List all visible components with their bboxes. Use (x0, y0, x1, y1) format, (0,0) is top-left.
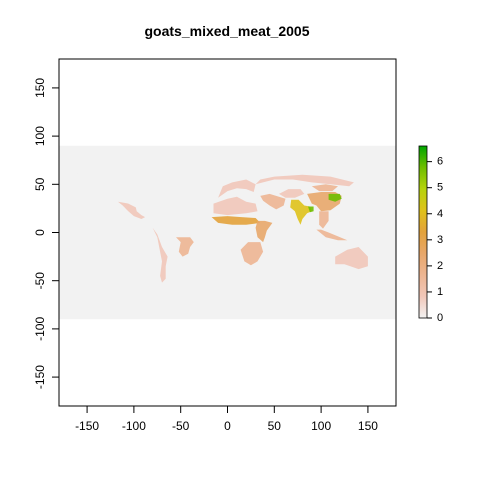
raster-background (59, 145, 396, 320)
region-bangladesh (308, 206, 314, 213)
y-tick-label: 50 (33, 177, 47, 191)
region-east-africa (255, 220, 273, 243)
x-tick-label: -150 (75, 419, 99, 433)
region-europe (218, 179, 256, 198)
y-tick-label: -150 (33, 365, 47, 389)
colorbar-tick-label: 6 (437, 156, 443, 168)
y-tick-label: 150 (33, 78, 47, 98)
x-tick-label: 50 (268, 419, 282, 433)
x-tick-label: 150 (358, 419, 378, 433)
region-north-africa (213, 196, 258, 216)
y-tick-label: 100 (33, 126, 47, 146)
y-tick-label: 0 (33, 229, 47, 236)
colorbar-tick-label: 3 (437, 234, 443, 246)
region-sahel (211, 216, 261, 225)
chart-title: goats_mixed_meat_2005 (145, 23, 310, 39)
region-south-asia (290, 199, 312, 225)
region-russia-belt (255, 174, 354, 187)
colorbar-tick-label: 2 (437, 260, 443, 272)
region-central-asia (279, 189, 305, 198)
x-tick-label: -100 (122, 419, 146, 433)
colorbar-tick-label: 5 (437, 182, 443, 194)
region-middle-east (260, 193, 286, 210)
region-north-china-plain (328, 193, 342, 202)
region-southern-africa (240, 242, 264, 266)
x-tick-label: -50 (172, 419, 190, 433)
region-mongolia (311, 184, 338, 192)
x-axis: -150 -100 -50 0 50 100 150 (75, 405, 378, 433)
y-tick-label: -50 (33, 272, 47, 290)
region-north-america (73, 172, 158, 206)
y-axis: -150 -100 -50 0 50 100 150 (33, 78, 60, 389)
region-south-america-west (152, 227, 168, 283)
x-tick-label: 100 (311, 419, 331, 433)
region-indonesia (316, 229, 348, 241)
region-australia (335, 247, 368, 270)
y-tick-label: -100 (33, 317, 47, 341)
region-mexico (118, 201, 146, 219)
colorbar-tick-label: 1 (437, 286, 443, 298)
colorbar-ticks: 0 1 2 3 4 5 6 (427, 156, 443, 324)
colorbar-scale (418, 145, 428, 319)
region-south-america-east (176, 237, 194, 257)
x-tick-label: 0 (224, 419, 231, 433)
raster-cells (73, 172, 368, 283)
region-southeast-asia (319, 211, 329, 229)
colorbar-legend: 0 1 2 3 4 5 6 (418, 145, 443, 324)
colorbar-tick-label: 4 (437, 208, 443, 220)
colorbar-tick-label: 0 (437, 312, 443, 324)
